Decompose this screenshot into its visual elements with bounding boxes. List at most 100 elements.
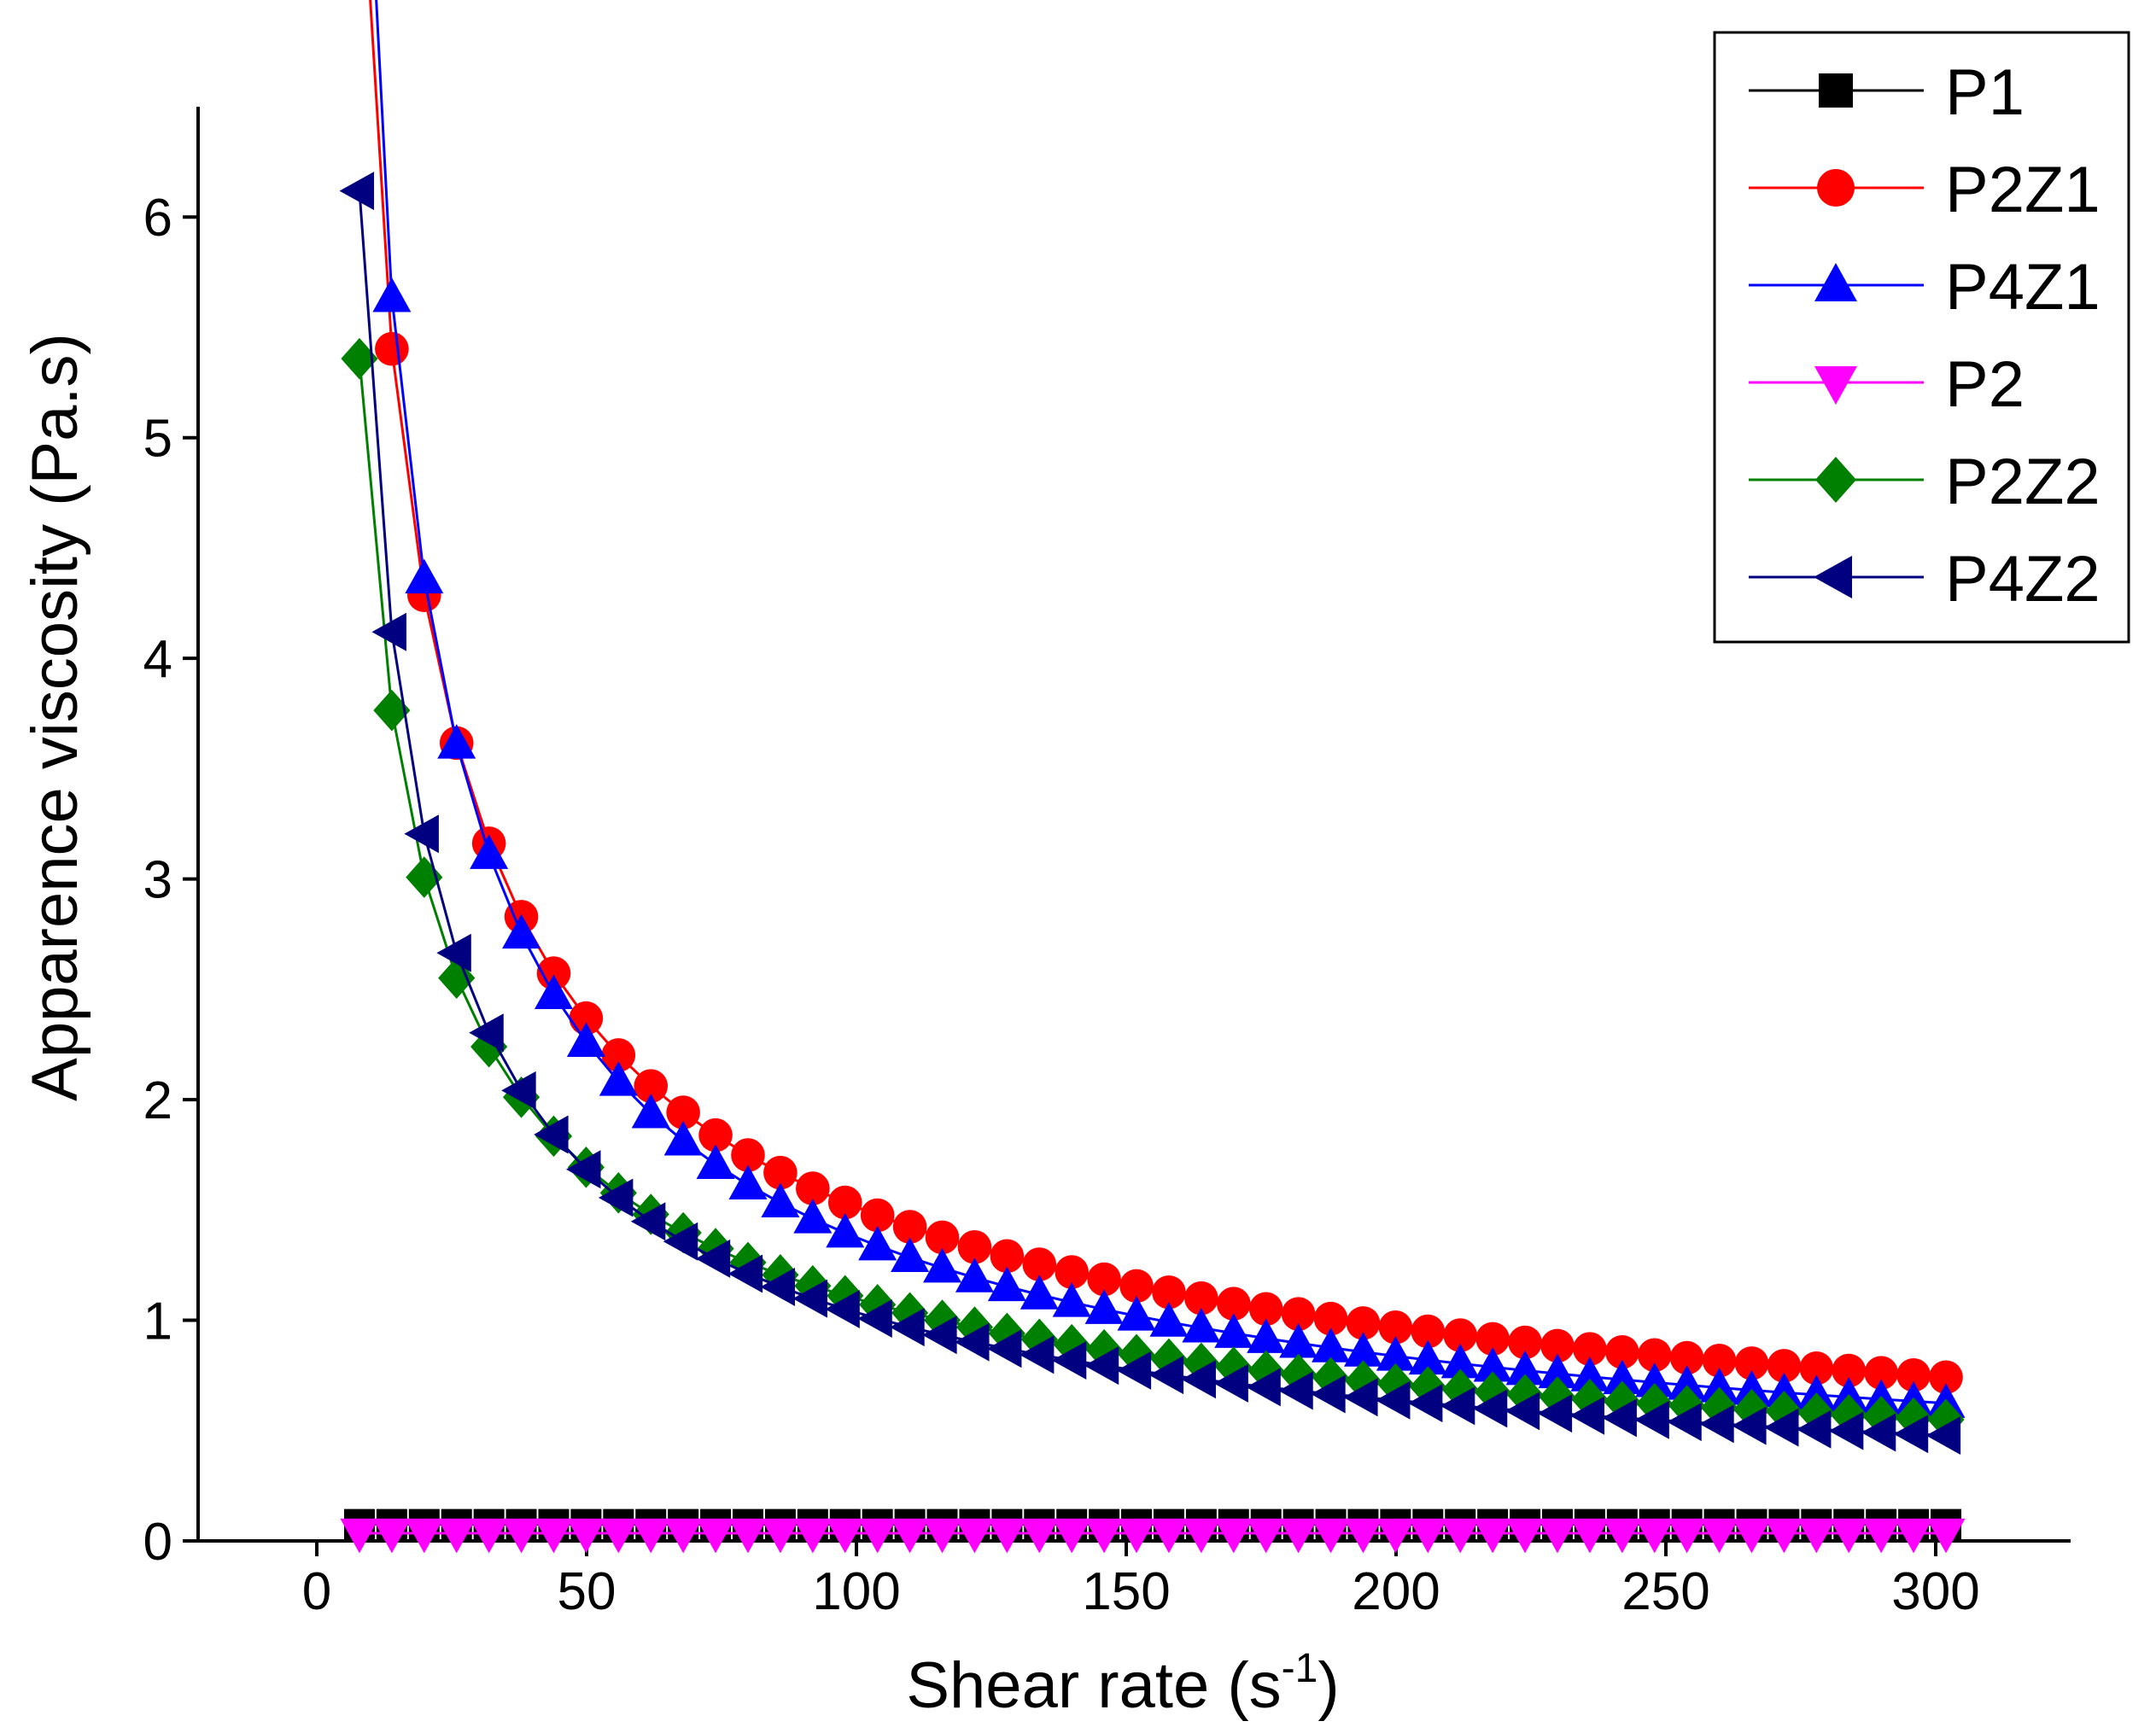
data-point-p2 <box>1829 1518 1868 1554</box>
data-point-p4z2 <box>1796 1409 1832 1449</box>
data-point-p4z2 <box>1925 1416 1961 1456</box>
data-point-p4z2 <box>501 1071 536 1110</box>
data-point-p4z2 <box>1440 1386 1475 1426</box>
y-tick-label: 4 <box>143 630 172 689</box>
series-line-p4z1 <box>375 0 1947 1405</box>
data-point-p2 <box>696 1518 735 1554</box>
data-point-p2z1 <box>1119 1269 1154 1304</box>
data-point-p4z2 <box>339 172 375 211</box>
data-point-p2 <box>631 1518 670 1554</box>
data-point-p2z1 <box>1022 1247 1057 1281</box>
legend-label-p2: P2 <box>1945 348 2025 421</box>
y-tick-label: 3 <box>143 851 172 910</box>
data-point-p2 <box>728 1518 768 1554</box>
data-point-p2 <box>1052 1518 1091 1554</box>
data-point-p4z1 <box>1020 1275 1059 1310</box>
data-point-p2z1 <box>1411 1314 1446 1349</box>
data-point-p2z1 <box>1573 1332 1607 1366</box>
data-point-p4z2 <box>1246 1368 1281 1407</box>
data-point-p4z2 <box>1732 1406 1767 1445</box>
legend: P1 P2Z1 P4Z1 P2 P2Z2 P4Z2 <box>1713 31 2130 644</box>
data-point-p2 <box>1505 1518 1545 1554</box>
data-point-p2 <box>858 1518 897 1554</box>
data-point-p4z2 <box>1699 1404 1734 1444</box>
data-point-p2 <box>566 1518 605 1554</box>
data-point-p4z1 <box>1668 1365 1707 1400</box>
data-point-p4z1 <box>1149 1302 1189 1337</box>
x-tick-label: 300 <box>1891 1562 1979 1621</box>
data-point-p4z1 <box>1247 1318 1286 1353</box>
data-point-p2 <box>437 1518 476 1554</box>
data-point-p2z2 <box>1280 1353 1318 1396</box>
data-point-p4z1 <box>1117 1296 1156 1331</box>
data-point-p2z2 <box>1150 1338 1188 1380</box>
data-point-p2 <box>1570 1518 1610 1554</box>
data-point-p4z1 <box>891 1237 930 1272</box>
data-point-p4z1 <box>1312 1327 1351 1362</box>
y-tick-label: 5 <box>143 410 172 469</box>
data-point-p2 <box>1764 1518 1803 1554</box>
data-point-p2 <box>955 1518 994 1554</box>
data-point-p4z1 <box>923 1247 962 1283</box>
series-p2 <box>340 1518 1966 1554</box>
data-point-p2 <box>405 1518 444 1554</box>
data-point-p4z2 <box>534 1115 569 1154</box>
legend-marker-p4z2 <box>1814 556 1852 598</box>
legend-label-p4z1: P4Z1 <box>1945 251 2100 324</box>
data-point-p2 <box>1926 1518 1966 1554</box>
data-point-p4z1 <box>1343 1332 1382 1367</box>
data-point-p4z2 <box>1019 1335 1055 1374</box>
data-point-p4z1 <box>1473 1347 1512 1382</box>
data-point-p2z1 <box>925 1220 960 1255</box>
y-tick-label: 0 <box>143 1513 172 1572</box>
data-point-p4z1 <box>599 1061 638 1096</box>
data-point-p2 <box>1440 1518 1480 1554</box>
data-point-p4z1 <box>1603 1359 1642 1395</box>
data-point-p4z1 <box>372 277 412 312</box>
data-point-p4z2 <box>1667 1403 1702 1442</box>
x-tick-label: 150 <box>1082 1562 1170 1621</box>
data-point-p2z2 <box>1344 1360 1382 1402</box>
data-point-p4z2 <box>1375 1380 1411 1420</box>
data-point-p4z1 <box>502 913 541 949</box>
data-point-p2z2 <box>955 1306 994 1348</box>
y-tick-label: 2 <box>143 1071 172 1130</box>
data-point-p2z1 <box>1864 1356 1898 1390</box>
data-point-p4z2 <box>1343 1378 1378 1417</box>
data-point-p4z1 <box>858 1225 897 1261</box>
data-point-p2z1 <box>1346 1306 1381 1340</box>
data-point-p4z2 <box>1764 1408 1799 1447</box>
data-point-p4z1 <box>728 1164 768 1199</box>
data-point-p4z2 <box>890 1308 925 1347</box>
data-point-p2z2 <box>1409 1366 1446 1408</box>
data-point-p2 <box>470 1518 509 1554</box>
x-tick-label: 0 <box>302 1562 331 1621</box>
data-point-p2 <box>1214 1518 1253 1554</box>
data-point-p4z2 <box>1861 1413 1896 1452</box>
data-point-p2 <box>340 1518 379 1554</box>
data-point-p2z1 <box>1184 1281 1218 1316</box>
data-point-p2z1 <box>569 1001 604 1036</box>
data-point-p4z2 <box>1181 1360 1216 1399</box>
data-point-p4z2 <box>1602 1398 1637 1438</box>
data-point-p4z2 <box>598 1178 634 1217</box>
legend-marker-p2z2 <box>1815 457 1856 503</box>
data-point-p2z2 <box>1020 1318 1058 1361</box>
data-point-p4z2 <box>857 1299 892 1339</box>
x-axis-title: Shear rate (s-1) <box>906 1646 1339 1722</box>
data-point-p2z1 <box>860 1198 895 1233</box>
data-point-p2 <box>826 1518 865 1554</box>
data-point-p4z2 <box>1537 1394 1573 1433</box>
data-point-p2z1 <box>1799 1351 1834 1386</box>
data-point-p2z1 <box>1475 1322 1510 1357</box>
data-point-p2 <box>1376 1518 1415 1554</box>
data-point-p2 <box>372 1518 412 1554</box>
series-p4z1 <box>372 0 1966 1418</box>
data-point-p2z1 <box>1637 1338 1672 1373</box>
data-point-p2z2 <box>1085 1328 1123 1371</box>
x-tick-label: 200 <box>1352 1562 1440 1621</box>
data-point-p4z2 <box>1893 1415 1929 1454</box>
data-point-p4z1 <box>1635 1362 1674 1397</box>
data-point-p2 <box>1635 1518 1674 1554</box>
